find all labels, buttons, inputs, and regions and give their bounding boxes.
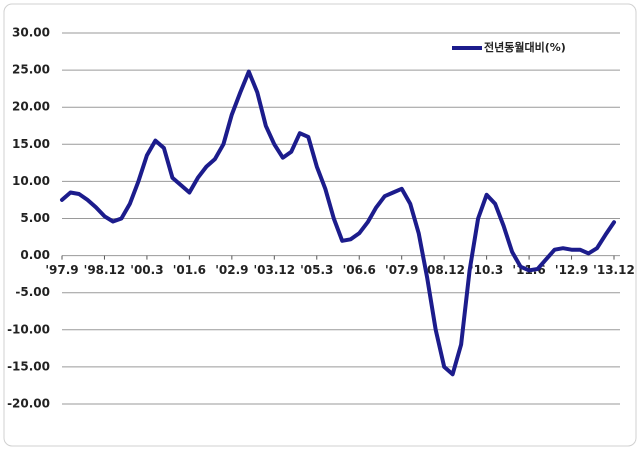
y-tick-label: 0.00 (20, 248, 50, 262)
x-tick-label: '05.3 (300, 263, 333, 277)
y-tick-label: 15.00 (12, 137, 50, 151)
y-tick-label: 30.00 (12, 26, 50, 40)
y-tick-label: 20.00 (12, 100, 50, 114)
chart-frame (3, 3, 637, 447)
y-tick-label: 10.00 (12, 174, 50, 188)
y-tick-label: -20.00 (7, 397, 50, 411)
y-tick-label: -5.00 (15, 285, 50, 299)
x-tick-label: '12.9 (555, 263, 588, 277)
x-tick-label: '00.3 (130, 263, 163, 277)
x-tick-label: '06.6 (343, 263, 376, 277)
x-tick-label: '01.6 (173, 263, 206, 277)
x-tick-label: '08.12 (423, 263, 465, 277)
x-tick-label: '13.12 (593, 263, 635, 277)
legend-label: 전년동월대비(%) (484, 40, 566, 54)
y-tick-label: 25.00 (12, 63, 50, 77)
x-tick-label: '97.9 (45, 263, 78, 277)
y-tick-label: -15.00 (7, 359, 50, 373)
line-series (60, 69, 616, 377)
y-tick-label: 5.00 (20, 211, 50, 225)
x-tick-label: '98.12 (84, 263, 126, 277)
x-tick-label: '03.12 (253, 263, 295, 277)
x-tick-label: '02.9 (215, 263, 248, 277)
y-tick-label: -10.00 (7, 322, 50, 336)
x-tick-label: '10.3 (470, 263, 503, 277)
x-tick-label: '07.9 (385, 263, 418, 277)
